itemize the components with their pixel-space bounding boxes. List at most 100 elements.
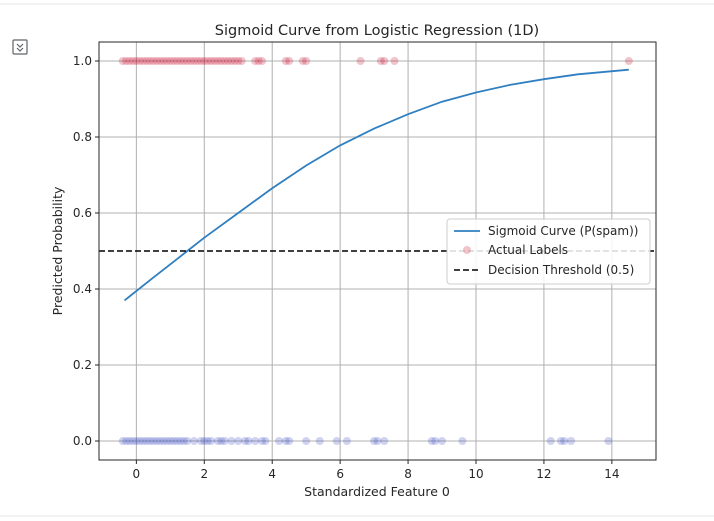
data-point-label-1: [227, 57, 236, 65]
data-point-label-0: [159, 437, 168, 445]
legend-label-labels: Actual Labels: [488, 243, 568, 257]
data-point-label-0: [135, 437, 144, 445]
data-point-label-0: [139, 437, 148, 445]
data-point-label-1: [380, 57, 389, 65]
sigmoid-curve-line: [123, 68, 629, 302]
data-point-label-0: [370, 437, 379, 445]
data-point-label-0: [128, 437, 137, 445]
data-point-label-0: [217, 437, 226, 445]
data-point-label-0: [227, 437, 236, 445]
data-point-label-0: [560, 437, 569, 445]
y-tick-label: 0.6: [73, 206, 92, 220]
legend-label-threshold: Decision Threshold (0.5): [488, 263, 634, 277]
data-point-label-0: [156, 437, 165, 445]
x-tick-label: 14: [604, 467, 619, 481]
data-point-label-1: [122, 57, 131, 65]
data-point-label-1: [125, 57, 134, 65]
data-point-label-0: [380, 437, 389, 445]
data-point-label-0: [315, 437, 324, 445]
output-expand-icon[interactable]: [12, 39, 28, 55]
data-point-label-1: [390, 57, 399, 65]
x-tick-label: 0: [133, 467, 141, 481]
data-point-label-1: [200, 57, 209, 65]
y-tick-label: 0.2: [73, 358, 92, 372]
plot-area: 0 2 4 6 8 10 12 14 0.0 0.2 0.4 0.6 0.8 1.0: [73, 41, 657, 481]
data-point-label-0: [251, 437, 260, 445]
data-point-label-1: [135, 57, 144, 65]
data-point-label-1: [193, 57, 202, 65]
y-tick-label: 0.4: [73, 282, 92, 296]
data-point-label-0: [275, 437, 284, 445]
data-point-label-0: [567, 437, 576, 445]
data-point-label-0: [176, 437, 185, 445]
data-point-label-0: [281, 437, 290, 445]
data-point-label-0: [152, 437, 161, 445]
x-tick-label: 10: [468, 467, 483, 481]
data-point-label-1: [183, 57, 192, 65]
data-point-label-0: [258, 437, 267, 445]
data-point-label-1: [237, 57, 246, 65]
data-point-label-0: [179, 437, 188, 445]
x-tick-label: 2: [200, 467, 208, 481]
data-point-label-1: [258, 57, 267, 65]
data-point-label-0: [132, 437, 141, 445]
data-point-label-0: [200, 437, 209, 445]
data-point-label-0: [556, 437, 565, 445]
data-point-label-1: [152, 57, 161, 65]
grid-lines: [99, 42, 656, 460]
legend-swatch-labels: [463, 246, 471, 254]
x-tick-label: 6: [336, 467, 344, 481]
data-point-label-0: [604, 437, 613, 445]
data-point-label-0: [332, 437, 341, 445]
data-point-label-1: [203, 57, 212, 65]
data-point-label-0: [373, 437, 382, 445]
data-point-label-0: [183, 437, 192, 445]
data-point-label-0: [546, 437, 555, 445]
data-point-label-0: [342, 437, 351, 445]
y-tick-label: 0.8: [73, 130, 92, 144]
plot-frame: [98, 41, 657, 461]
x-axis-title: Standardized Feature 0: [304, 484, 450, 499]
data-point-label-1: [285, 57, 294, 65]
data-point-label-1: [145, 57, 154, 65]
data-point-label-0: [166, 437, 175, 445]
data-point-label-0: [207, 437, 216, 445]
data-point-label-1: [230, 57, 239, 65]
data-point-label-0: [196, 437, 205, 445]
data-point-label-0: [169, 437, 178, 445]
data-point-label-1: [162, 57, 171, 65]
data-point-label-0: [125, 437, 134, 445]
x-tick-label: 12: [536, 467, 551, 481]
data-point-label-1: [118, 57, 127, 65]
data-point-label-1: [210, 57, 219, 65]
x-tick-label: 8: [404, 467, 412, 481]
data-point-label-1: [298, 57, 307, 65]
data-point-label-1: [166, 57, 175, 65]
data-point-label-1: [132, 57, 141, 65]
x-axis-ticks: 0 2 4 6 8 10 12 14: [133, 460, 619, 481]
data-point-label-0: [241, 437, 250, 445]
data-point-label-0: [162, 437, 171, 445]
data-point-label-1: [251, 57, 260, 65]
data-point-label-0: [234, 437, 243, 445]
data-point-label-1: [356, 57, 365, 65]
y-tick-label: 0.0: [73, 434, 92, 448]
data-point-label-0: [118, 437, 127, 445]
data-point-label-0: [149, 437, 158, 445]
data-point-label-1: [624, 57, 633, 65]
data-point-label-0: [190, 437, 199, 445]
data-point-label-1: [139, 57, 148, 65]
data-point-label-0: [220, 437, 229, 445]
data-point-label-0: [213, 437, 222, 445]
y-axis-ticks: 0.0 0.2 0.4 0.6 0.8 1.0: [73, 54, 99, 448]
data-point-label-1: [234, 57, 243, 65]
data-point-label-0: [145, 437, 154, 445]
data-point-label-1: [186, 57, 195, 65]
data-point-label-1: [254, 57, 263, 65]
data-point-label-1: [376, 57, 385, 65]
data-point-label-1: [179, 57, 188, 65]
data-point-label-1: [302, 57, 311, 65]
scatter-label-one: [118, 57, 633, 65]
data-point-label-1: [142, 57, 151, 65]
